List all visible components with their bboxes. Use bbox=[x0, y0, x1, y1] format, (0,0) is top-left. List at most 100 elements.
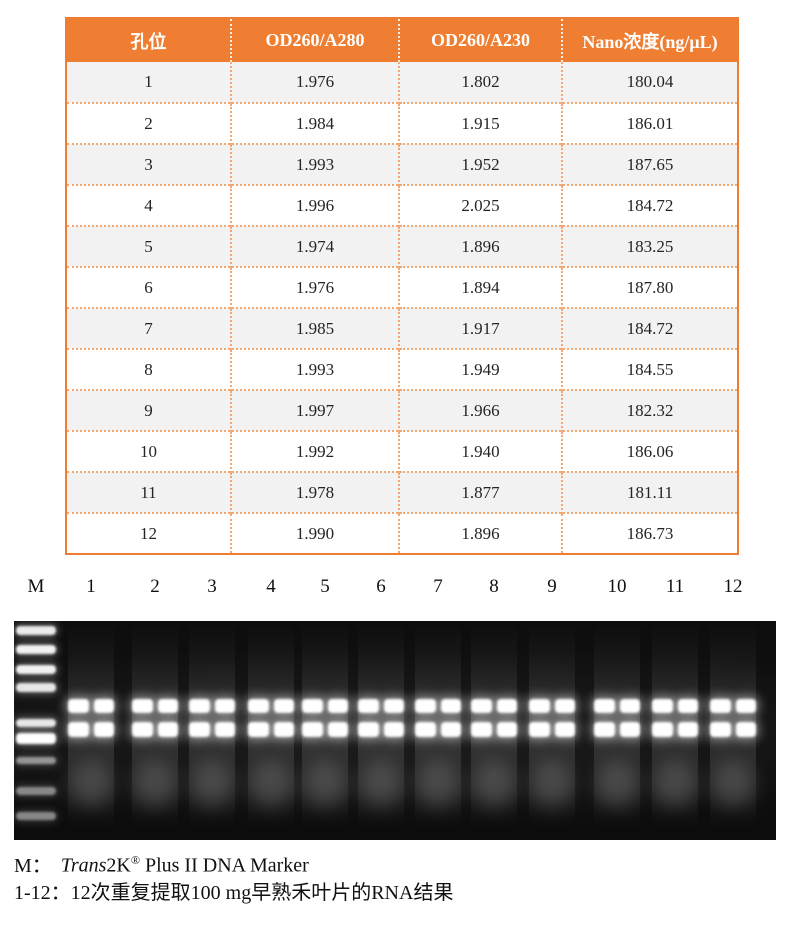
cell-od260-a230: 1.896 bbox=[399, 513, 563, 554]
sample-lane bbox=[68, 621, 114, 840]
gel-electrophoresis-image bbox=[14, 621, 776, 840]
lane-label-2: 2 bbox=[150, 576, 160, 597]
cell-od260-a280: 1.976 bbox=[231, 267, 400, 308]
rna-band-18s bbox=[68, 722, 114, 737]
cell-well: 6 bbox=[66, 267, 232, 308]
lane-smear bbox=[133, 761, 177, 807]
lane-smear bbox=[303, 761, 347, 807]
caption-marker-suffix: Plus II DNA Marker bbox=[139, 854, 309, 877]
lane-label-M: M bbox=[27, 576, 45, 597]
band-half bbox=[496, 699, 517, 713]
band-half bbox=[68, 699, 89, 713]
col-header-nano-concentration: Nano浓度(ng/μL) bbox=[562, 18, 738, 62]
table-row: 5 1.974 1.896 183.25 bbox=[66, 226, 738, 267]
sample-lane bbox=[415, 621, 461, 840]
band-half bbox=[554, 699, 575, 713]
band-half bbox=[594, 699, 615, 713]
caption-marker: M： Trans2K® Plus II DNA Marker bbox=[14, 847, 792, 880]
table-row: 10 1.992 1.940 186.06 bbox=[66, 431, 738, 472]
lane-label-8: 8 bbox=[489, 576, 499, 597]
cell-nano-concentration: 187.65 bbox=[626, 154, 674, 174]
caption-lanes: 1-12：12次重复提取100 mg早熟禾叶片的RNA结果 bbox=[14, 881, 454, 904]
band-half bbox=[68, 722, 89, 737]
rna-band-18s bbox=[415, 722, 461, 737]
lane-smear bbox=[190, 761, 234, 807]
cell-well: 12 bbox=[66, 513, 232, 554]
marker-band bbox=[16, 683, 56, 692]
lane-label-4: 4 bbox=[266, 576, 276, 597]
rna-band-28s bbox=[248, 699, 294, 713]
cell-nano-concentration: 183.25 bbox=[626, 236, 674, 256]
band-half bbox=[358, 722, 379, 737]
band-half bbox=[735, 699, 756, 713]
cell-nano-concentration: 186.73 bbox=[626, 523, 674, 543]
band-half bbox=[327, 699, 348, 713]
band-half bbox=[440, 699, 461, 713]
lane-smear bbox=[530, 761, 574, 807]
rna-band-28s bbox=[132, 699, 178, 713]
sample-lane bbox=[652, 621, 698, 840]
rna-band-28s bbox=[710, 699, 756, 713]
marker-band bbox=[16, 787, 56, 795]
sample-lane bbox=[189, 621, 235, 840]
cell-od260-a280: 1.997 bbox=[231, 390, 400, 431]
rna-band-18s bbox=[471, 722, 517, 737]
gel-lane-labels: M 1 2 3 4 5 6 7 8 9 10 11 12 bbox=[0, 576, 792, 602]
table-row: 11 1.978 1.877 181.11 bbox=[66, 472, 738, 513]
cell-nano-concentration: 184.72 bbox=[626, 318, 674, 338]
cell-nano-concentration: 181.11 bbox=[626, 482, 674, 502]
rna-band-28s bbox=[302, 699, 348, 713]
cell-od260-a280: 1.993 bbox=[231, 144, 400, 185]
cell-od260-a280: 1.993 bbox=[231, 349, 400, 390]
lane-smear bbox=[711, 761, 755, 807]
band-half bbox=[93, 722, 114, 737]
cell-well: 2 bbox=[66, 103, 232, 144]
band-half bbox=[132, 722, 153, 737]
rna-qc-table: 孔位 OD260/A280 OD260/A230 Nano浓度(ng/μL) 1… bbox=[65, 17, 739, 555]
lane-smear bbox=[359, 761, 403, 807]
lane-label-10: 10 bbox=[607, 576, 627, 597]
band-half bbox=[189, 699, 210, 713]
lane-label-5: 5 bbox=[320, 576, 330, 597]
rna-band-28s bbox=[68, 699, 114, 713]
sample-lane bbox=[302, 621, 348, 840]
table-row: 6 1.976 1.894 187.80 bbox=[66, 267, 738, 308]
col-header-well: 孔位 bbox=[66, 18, 232, 62]
band-half bbox=[248, 699, 269, 713]
band-half bbox=[554, 722, 575, 737]
cell-nano-concentration: 187.80 bbox=[626, 277, 674, 297]
band-half bbox=[383, 699, 404, 713]
band-half bbox=[471, 722, 492, 737]
cell-well: 8 bbox=[66, 349, 232, 390]
band-half bbox=[440, 722, 461, 737]
cell-od260-a230: 1.966 bbox=[399, 390, 563, 431]
sample-lane bbox=[248, 621, 294, 840]
cell-od260-a280: 1.978 bbox=[231, 472, 400, 513]
cell-od260-a230: 1.949 bbox=[399, 349, 563, 390]
band-half bbox=[189, 722, 210, 737]
registered-trademark-symbol: ® bbox=[130, 853, 140, 867]
rna-band-28s bbox=[471, 699, 517, 713]
cell-od260-a230: 1.917 bbox=[399, 308, 563, 349]
cell-od260-a230: 2.025 bbox=[399, 185, 563, 226]
cell-nano-concentration: 180.04 bbox=[626, 72, 674, 91]
col-header-od260-a280: OD260/A280 bbox=[231, 18, 400, 62]
sample-lane bbox=[710, 621, 756, 840]
band-half bbox=[273, 722, 294, 737]
rna-band-18s bbox=[189, 722, 235, 737]
sample-lane bbox=[529, 621, 575, 840]
lane-label-6: 6 bbox=[376, 576, 386, 597]
cell-od260-a230: 1.894 bbox=[399, 267, 563, 308]
cell-well: 4 bbox=[66, 185, 232, 226]
band-half bbox=[619, 722, 640, 737]
lane-label-12: 12 bbox=[723, 576, 743, 597]
rna-band-28s bbox=[529, 699, 575, 713]
cell-od260-a280: 1.985 bbox=[231, 308, 400, 349]
col-header-od260-a230: OD260/A230 bbox=[399, 18, 563, 62]
marker-band bbox=[16, 645, 56, 654]
rna-band-28s bbox=[189, 699, 235, 713]
lane-smear bbox=[69, 761, 113, 807]
cell-well: 5 bbox=[66, 226, 232, 267]
marker-band bbox=[16, 626, 56, 635]
cell-od260-a230: 1.802 bbox=[399, 62, 563, 103]
